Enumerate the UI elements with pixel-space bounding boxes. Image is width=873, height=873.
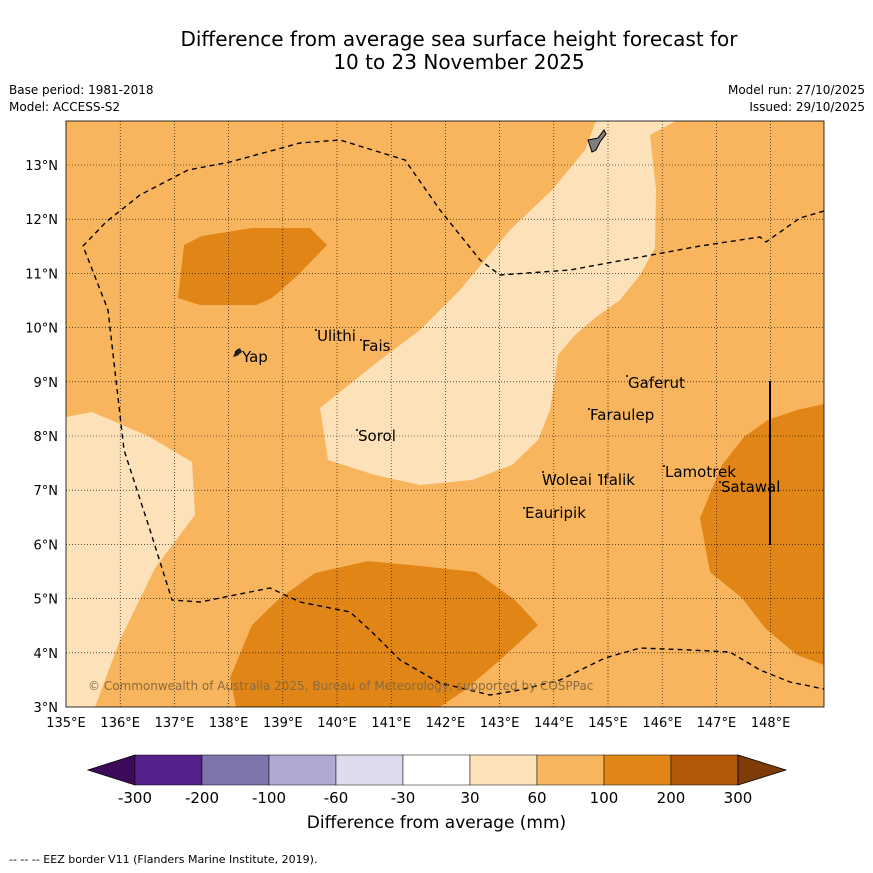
colorbar-swatch <box>268 754 337 786</box>
place-label: Eauripik <box>525 504 586 522</box>
model-name: Model: ACCESS-S2 <box>9 100 121 114</box>
footer-note: -- -- -- EEZ border V11 (Flanders Marine… <box>9 853 318 866</box>
colorbar-swatch <box>469 754 538 786</box>
lon-label: 136°E <box>100 716 140 731</box>
colorbar-title: Difference from average (mm) <box>306 813 567 833</box>
place-label: Gaferut <box>628 374 685 392</box>
lon-label: 139°E <box>263 716 303 731</box>
lat-label: 5°N <box>34 593 59 608</box>
map-frame <box>65 120 825 708</box>
colorbar-swatch <box>670 754 739 786</box>
colorbar-tick: -200 <box>185 789 219 807</box>
colorbar-swatch <box>335 754 404 786</box>
lat-label: 11°N <box>25 267 58 282</box>
lat-label: 6°N <box>34 538 59 553</box>
colorbar-swatch <box>201 754 270 786</box>
title-line-2: 10 to 23 November 2025 <box>333 50 585 74</box>
lon-label: 141°E <box>371 716 411 731</box>
place-label: Ifalik <box>599 471 635 489</box>
base-period: Base period: 1981-2018 <box>9 83 154 97</box>
colorbar-tick: 60 <box>527 789 546 807</box>
lat-label: 10°N <box>25 322 58 337</box>
colorbar: -300 -200 -100 -60 -30 30 60 100 200 300 <box>86 754 788 807</box>
place-marker <box>663 465 665 467</box>
lon-label: 135°E <box>46 716 86 731</box>
latitude-labels: 3°N 4°N 5°N 6°N 7°N 8°N 9°N 10°N 11°N 12°N 13°N <box>25 159 58 716</box>
meta-left: Base period: 1981-2018 Model: ACCESS-S2 <box>9 82 154 116</box>
lon-label: 148°E <box>751 716 791 731</box>
yap-island <box>233 348 242 357</box>
place-marker <box>315 329 317 331</box>
lon-label: 140°E <box>317 716 357 731</box>
place-marker <box>235 351 237 353</box>
lon-label: 146°E <box>642 716 682 731</box>
place-marker <box>598 474 600 476</box>
place-marker <box>626 375 628 377</box>
copyright-text: © Commonwealth of Australia 2025, Bureau… <box>88 679 593 693</box>
colorbar-swatch <box>134 754 203 786</box>
colorbar-tick: -60 <box>324 789 349 807</box>
colorbar-tick: 300 <box>724 789 753 807</box>
place-marker <box>356 429 358 431</box>
place-label: Satawal <box>721 478 780 496</box>
lon-label: 142°E <box>426 716 466 731</box>
colorbar-tick: -300 <box>118 789 152 807</box>
colorbar-extend-low <box>86 754 136 786</box>
place-label: Sorol <box>358 427 396 445</box>
mid-region-north <box>178 228 327 305</box>
colorbar-tick: -100 <box>252 789 286 807</box>
place-marker <box>360 339 362 341</box>
lat-label: 3°N <box>34 701 59 716</box>
mid-region-south <box>230 561 538 707</box>
colorbar-tick: 30 <box>460 789 479 807</box>
lat-label: 4°N <box>34 647 59 662</box>
colorbar-swatch <box>603 754 672 786</box>
lon-label: 143°E <box>480 716 520 731</box>
colorbar-swatch <box>402 754 471 786</box>
lon-label: 138°E <box>209 716 249 731</box>
lon-label: 147°E <box>697 716 737 731</box>
chart-title: Difference from average sea surface heig… <box>0 28 873 74</box>
place-label: Fais <box>362 337 391 355</box>
place-label: Faraulep <box>590 406 654 424</box>
lon-label: 145°E <box>588 716 628 731</box>
lon-label: 144°E <box>534 716 574 731</box>
model-run: Model run: 27/10/2025 <box>727 83 865 97</box>
lat-label: 7°N <box>34 484 59 499</box>
map-area: © Commonwealth of Australia 2025, Bureau… <box>66 121 824 707</box>
colorbar-tick: 200 <box>657 789 686 807</box>
lon-label: 137°E <box>155 716 195 731</box>
place-marker <box>719 481 721 483</box>
longitude-labels: 135°E 136°E 137°E 138°E 139°E 140°E 141°E 142°E… <box>46 716 790 731</box>
lat-label: 8°N <box>34 430 59 445</box>
guam-island <box>587 129 607 153</box>
place-marker <box>588 408 590 410</box>
title-line-1: Difference from average sea surface heig… <box>180 27 738 51</box>
colorbar-extend-high <box>737 754 788 786</box>
eez-border <box>82 139 824 696</box>
place-label: Lamotrek <box>665 463 736 481</box>
place-label: Yap <box>241 348 268 366</box>
lat-label: 12°N <box>25 213 58 228</box>
graticule <box>66 121 824 707</box>
pale-region-northeast <box>320 121 676 485</box>
place-label: Ulithi <box>317 327 356 345</box>
place-marker <box>542 471 544 473</box>
place-label: Woleai <box>542 471 592 489</box>
lat-label: 13°N <box>25 159 58 174</box>
pale-region-west <box>66 412 195 707</box>
lat-label: 9°N <box>34 376 59 391</box>
colorbar-tick: -30 <box>391 789 416 807</box>
issued-date: Issued: 29/10/2025 <box>749 100 865 114</box>
meta-right: Model run: 27/10/2025 Issued: 29/10/2025 <box>728 82 865 116</box>
place-labels: Yap Ulithi Fais Sorol Gaferut Faraulep Woleai I… <box>235 327 780 522</box>
place-marker <box>523 507 525 509</box>
mid-region-east <box>700 404 824 665</box>
colorbar-swatch <box>536 754 605 786</box>
colorbar-tick: 100 <box>590 789 619 807</box>
